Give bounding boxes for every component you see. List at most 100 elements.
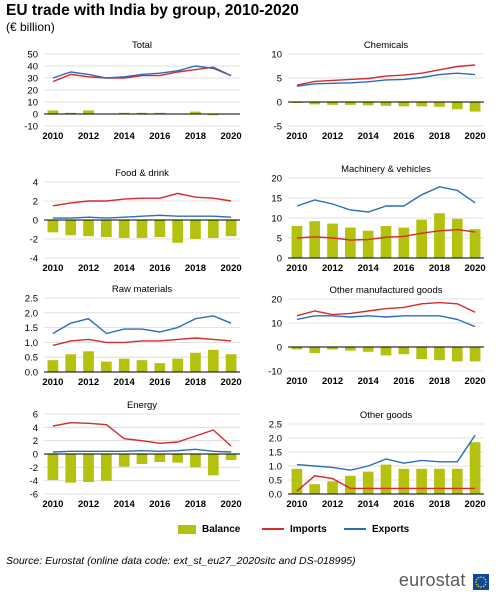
- y-tick-label: 2.5: [269, 420, 282, 431]
- imports-line: [52, 66, 232, 83]
- balance-bar: [345, 347, 356, 351]
- y-tick-label: 2: [33, 197, 38, 208]
- balance-bar: [362, 102, 374, 106]
- balance-bar: [207, 454, 219, 476]
- balance-bar: [469, 102, 481, 112]
- balance-bar: [83, 454, 94, 482]
- y-tick-label: 1.0: [25, 338, 38, 349]
- x-tick-label: 2014: [358, 263, 380, 274]
- balance-bar: [469, 229, 481, 258]
- balance-bar: [154, 363, 166, 372]
- balance-bar: [190, 352, 201, 372]
- balance-bar: [309, 102, 321, 105]
- legend-label-exports: Exports: [372, 524, 410, 535]
- balance-bar: [65, 454, 77, 483]
- balance-bar: [398, 347, 410, 355]
- chart-title: Energy: [127, 400, 157, 411]
- balance-bar: [225, 220, 237, 237]
- x-tick-label: 2012: [78, 377, 99, 388]
- balance-bar: [398, 468, 410, 494]
- balance-bar: [136, 112, 148, 114]
- y-tick-label: -5: [274, 122, 282, 133]
- y-tick-label: 2: [33, 436, 38, 447]
- exports-line: [52, 315, 232, 335]
- y-tick-label: 1.5: [269, 448, 282, 459]
- balance-bar: [451, 468, 463, 494]
- exports-line: [52, 65, 232, 79]
- y-tick-label: 30: [27, 74, 38, 85]
- imports-line: [296, 301, 476, 317]
- x-tick-label: 2016: [393, 131, 414, 142]
- balance-bar: [47, 454, 59, 480]
- y-tick-label: 20: [27, 86, 38, 97]
- y-tick-label: 2.0: [25, 308, 38, 319]
- x-tick-label: 2016: [149, 131, 170, 142]
- imports-line: [52, 192, 232, 207]
- x-tick-label: 2012: [322, 376, 343, 387]
- balance-bar: [118, 454, 130, 467]
- balance-bar: [190, 454, 201, 468]
- balance-bar: [83, 110, 94, 114]
- balance-bar: [469, 442, 481, 494]
- balance-bar: [451, 102, 463, 110]
- balance-bar: [47, 220, 59, 233]
- chart-panel: Energy -6 -4 -2 0 2 4 6 2010 2012 2014 2016 2018 2020: [30, 400, 242, 510]
- balance-bar: [380, 464, 392, 494]
- y-tick-label: 0.5: [269, 476, 282, 487]
- y-tick-label: 5: [277, 74, 282, 85]
- x-tick-label: 2018: [429, 131, 450, 142]
- legend-item-balance: Balance: [178, 523, 240, 537]
- y-tick-label: 50: [27, 50, 38, 61]
- x-tick-label: 2014: [114, 499, 136, 510]
- imports-line: [296, 64, 476, 86]
- balance-bar: [172, 220, 183, 243]
- chart-title: Chemicals: [364, 40, 409, 51]
- y-tick-label: 10: [271, 214, 282, 225]
- y-tick-label: 0.0: [269, 490, 282, 501]
- x-tick-label: 2016: [149, 499, 170, 510]
- x-tick-label: 2014: [114, 131, 136, 142]
- exports-line: [52, 448, 232, 453]
- x-tick-label: 2018: [185, 377, 206, 388]
- y-tick-label: 0: [33, 216, 38, 227]
- y-tick-label: 10: [271, 50, 282, 61]
- balance-bar: [327, 347, 338, 350]
- balance-bar: [118, 220, 130, 239]
- balance-bar: [136, 220, 148, 239]
- chart-panel: Food & drink -4 -2 0 2 4 2010 2012 2014 2016 2018 2…: [30, 168, 242, 274]
- y-tick-label: -2: [30, 235, 38, 246]
- x-tick-label: 2020: [465, 499, 486, 510]
- exports-line: [296, 186, 476, 213]
- y-tick-label: -4: [30, 254, 38, 265]
- y-tick-label: 1.5: [25, 323, 38, 334]
- balance-bar: [434, 347, 445, 361]
- balance-bar: [101, 361, 112, 372]
- x-tick-label: 2020: [221, 499, 242, 510]
- y-tick-label: 10: [27, 98, 38, 109]
- balance-bar: [362, 471, 374, 494]
- x-tick-label: 2016: [149, 263, 170, 274]
- balance-bar: [172, 454, 183, 463]
- balance-bar: [291, 226, 303, 258]
- x-tick-label: 2012: [78, 263, 99, 274]
- balance-bar: [65, 112, 77, 114]
- x-tick-label: 2018: [429, 499, 450, 510]
- y-tick-label: 0.0: [25, 368, 38, 379]
- balance-bar: [380, 226, 392, 258]
- x-tick-label: 2016: [393, 499, 414, 510]
- x-tick-label: 2018: [185, 499, 206, 510]
- y-tick-label: 5: [277, 234, 282, 245]
- imports-line: [296, 475, 476, 492]
- y-tick-label: 0: [277, 98, 282, 109]
- y-tick-label: 20: [271, 295, 282, 306]
- x-tick-label: 2010: [42, 499, 63, 510]
- balance-bar: [469, 347, 481, 362]
- balance-bar: [416, 347, 427, 359]
- chart-panel: Chemicals -5 0 5 10 2010 2012 2014 2016 2018 2020: [271, 40, 485, 142]
- y-tick-label: 0: [33, 110, 38, 121]
- y-tick-label: -10: [268, 367, 282, 378]
- x-tick-label: 2010: [42, 131, 63, 142]
- exports-line: [52, 214, 232, 219]
